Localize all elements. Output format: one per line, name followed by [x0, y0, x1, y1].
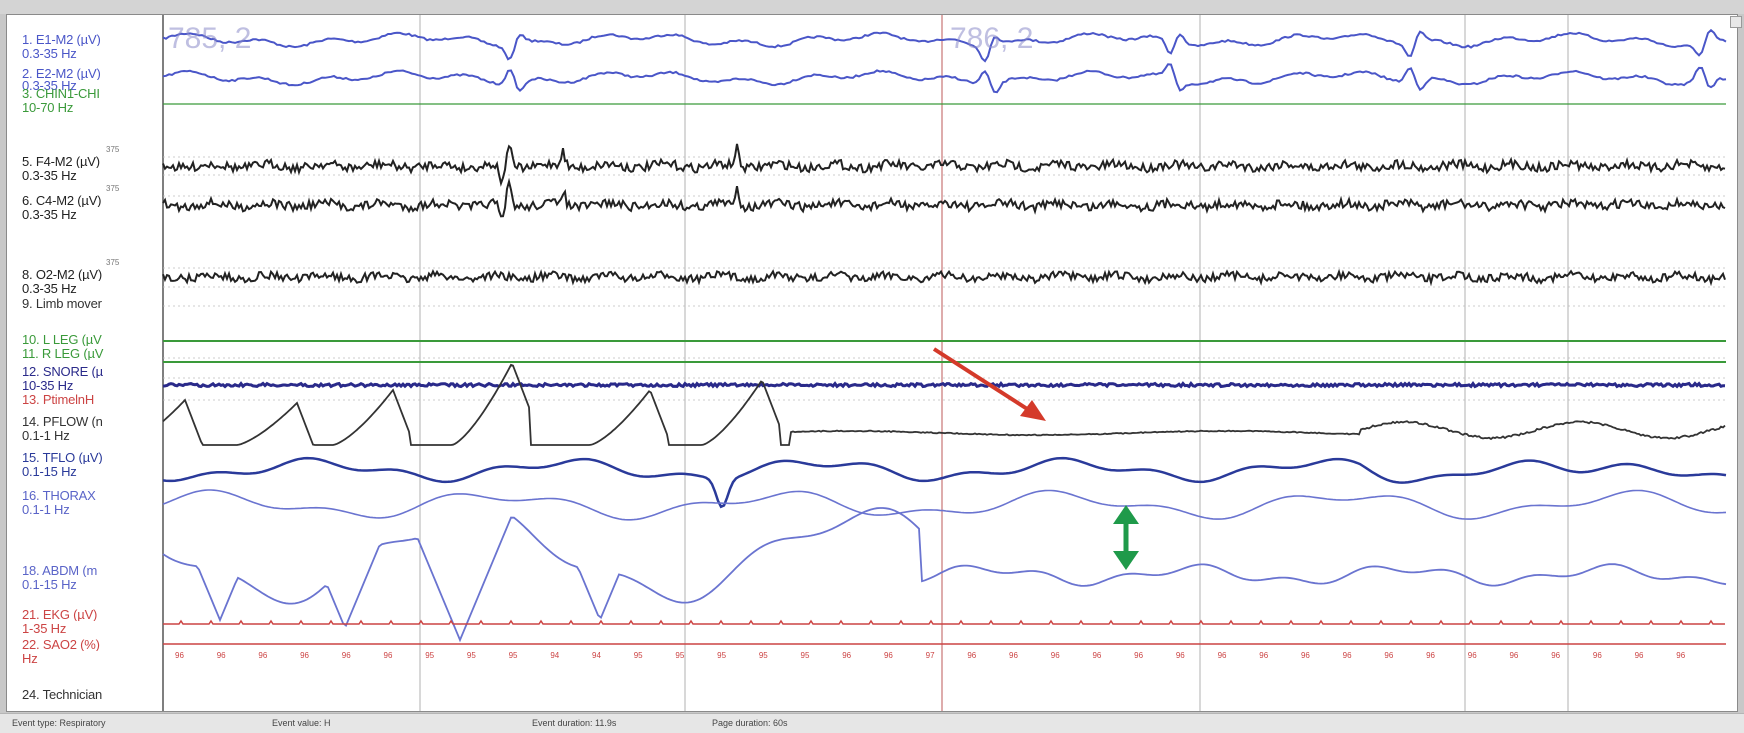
- spo2-value-row: 96 96 96 96 96 96 95 95 95 94 94 95 95 95 95 95 96 96 97 96…: [175, 651, 1686, 660]
- channel-filter-label: 0.1-15 Hz: [22, 578, 77, 591]
- spo2-value: 95: [759, 651, 768, 660]
- spo2-value: 96: [342, 651, 351, 660]
- spo2-value: 96: [1301, 651, 1310, 660]
- spo2-value: 95: [675, 651, 684, 660]
- spo2-value: 94: [592, 651, 601, 660]
- spo2-value: 95: [801, 651, 810, 660]
- thorax-trace: [162, 489, 1727, 521]
- channel-label[interactable]: 11. R LEG (µV: [22, 347, 104, 360]
- spo2-value: 96: [1092, 651, 1101, 660]
- spo2-value: 96: [1218, 651, 1227, 660]
- event-duration: Event duration: 11.9s: [532, 718, 617, 728]
- epoch-number-left: 785, 2: [168, 22, 251, 55]
- spo2-value: 96: [217, 651, 226, 660]
- apnea-annotation-arrow: [932, 347, 1046, 421]
- spo2-value: 95: [425, 651, 434, 660]
- spo2-value: 96: [384, 651, 393, 660]
- channel-label[interactable]: 1. E1-M2 (µV): [22, 33, 101, 46]
- event-type: Event type: Respiratory: [12, 718, 106, 728]
- channel-filter-label: 0.1-15 Hz: [22, 465, 77, 478]
- channel-filter-label: 0.3-35 Hz: [22, 169, 77, 182]
- page-duration: Page duration: 60s: [712, 718, 788, 728]
- spo2-value: 95: [467, 651, 476, 660]
- spo2-value: 96: [1051, 651, 1060, 660]
- e2-m2-trace: [162, 63, 1727, 94]
- spo2-value: 96: [1009, 651, 1018, 660]
- spo2-value: 96: [1635, 651, 1644, 660]
- spo2-value: 96: [1551, 651, 1560, 660]
- channel-label[interactable]: 21. EKG (µV): [22, 608, 98, 621]
- channel-label[interactable]: 18. ABDM (m: [22, 564, 98, 577]
- channel-filter-label: 10-35 Hz: [22, 379, 74, 392]
- title-bar: [0, 0, 1744, 14]
- spo2-value: 96: [1134, 651, 1143, 660]
- spo2-value: 95: [634, 651, 643, 660]
- o2-m2-trace: [162, 268, 1726, 287]
- e1-m2-trace: [162, 28, 1727, 63]
- spo2-value: 96: [300, 651, 309, 660]
- channel-filter-label: 0.3-35 Hz: [22, 47, 77, 60]
- snore-trace: [162, 380, 1726, 389]
- channel-filter-label: 10-70 Hz: [22, 101, 74, 114]
- channel-filter-label: 1-35 Hz: [22, 622, 67, 635]
- channel-label[interactable]: 6. C4-M2 (µV): [22, 194, 102, 207]
- spo2-value: 96: [1259, 651, 1268, 660]
- channel-filter-label: 0.3-35 Hz: [22, 208, 77, 221]
- abdm-trace: [162, 507, 1727, 643]
- event-value: Event value: H: [272, 718, 331, 728]
- spo2-value: 96: [1676, 651, 1685, 660]
- signal-waveforms: [162, 28, 1727, 645]
- ekg-trace: [163, 619, 1725, 625]
- pflow-trace: [162, 363, 1726, 446]
- channel-filter-label: 0.3-35 Hz: [22, 282, 77, 295]
- spo2-value: 96: [1384, 651, 1393, 660]
- channel-label[interactable]: 9. Limb mover: [22, 297, 102, 310]
- channel-filter-label: 0.1-1 Hz: [22, 429, 70, 442]
- spo2-value: 96: [884, 651, 893, 660]
- channel-label-panel: 1. E1-M2 (µV) 0.3-35 Hz 2. E2-M2 (µV) 0.3-3…: [6, 15, 162, 711]
- scroll-thumb[interactable]: [1730, 16, 1742, 28]
- spo2-value: 96: [1468, 651, 1477, 660]
- scale-marker: 375: [106, 258, 120, 267]
- channel-label[interactable]: 14. PFLOW (n: [22, 415, 103, 428]
- channel-filter-label: Hz: [22, 652, 38, 665]
- spo2-value: 95: [509, 651, 518, 660]
- spo2-value: 96: [1176, 651, 1185, 660]
- tflo-trace: [162, 456, 1727, 509]
- spo2-value: 96: [1426, 651, 1435, 660]
- channel-filter-label: 0.1-1 Hz: [22, 503, 70, 516]
- channel-label[interactable]: 15. TFLO (µV): [22, 451, 103, 464]
- channel-filter-label: 0.3-35 Hz: [22, 79, 77, 92]
- spo2-value: 94: [550, 651, 559, 660]
- channel-label[interactable]: 12. SNORE (µ: [22, 365, 103, 378]
- channel-label[interactable]: 24. Technician: [22, 688, 103, 701]
- amplitude-arrow: [1113, 505, 1139, 570]
- channel-label[interactable]: 5. F4-M2 (µV): [22, 155, 100, 168]
- channel-label[interactable]: 13. PtimelnH: [22, 393, 95, 406]
- channel-label[interactable]: 22. SAO2 (%): [22, 638, 100, 651]
- channel-label[interactable]: 8. O2-M2 (µV): [22, 268, 103, 281]
- spo2-value: 96: [842, 651, 851, 660]
- channel-label[interactable]: 3. CHIN1-CHI: [22, 87, 100, 100]
- status-bar: Event type: Respiratory Event value: H E…: [0, 713, 1744, 733]
- spo2-value: 96: [1343, 651, 1352, 660]
- scale-marker: 375: [106, 184, 120, 193]
- epoch-number-right: 786, 2: [950, 22, 1033, 55]
- spo2-value: 96: [1509, 651, 1518, 660]
- channel-label[interactable]: 16. THORAX: [22, 489, 96, 502]
- c4-m2-trace: [162, 177, 1726, 218]
- channel-label[interactable]: 10. L LEG (µV: [22, 333, 102, 346]
- spo2-value: 97: [926, 651, 935, 660]
- spo2-value: 95: [717, 651, 726, 660]
- spo2-value: 96: [967, 651, 976, 660]
- spo2-value: 96: [258, 651, 267, 660]
- f4-m2-trace: [162, 143, 1726, 187]
- scale-marker: 375: [106, 145, 120, 154]
- channel-label[interactable]: 2. E2-M2 (µV): [22, 67, 101, 80]
- spo2-value: 96: [1593, 651, 1602, 660]
- spo2-value: 96: [175, 651, 184, 660]
